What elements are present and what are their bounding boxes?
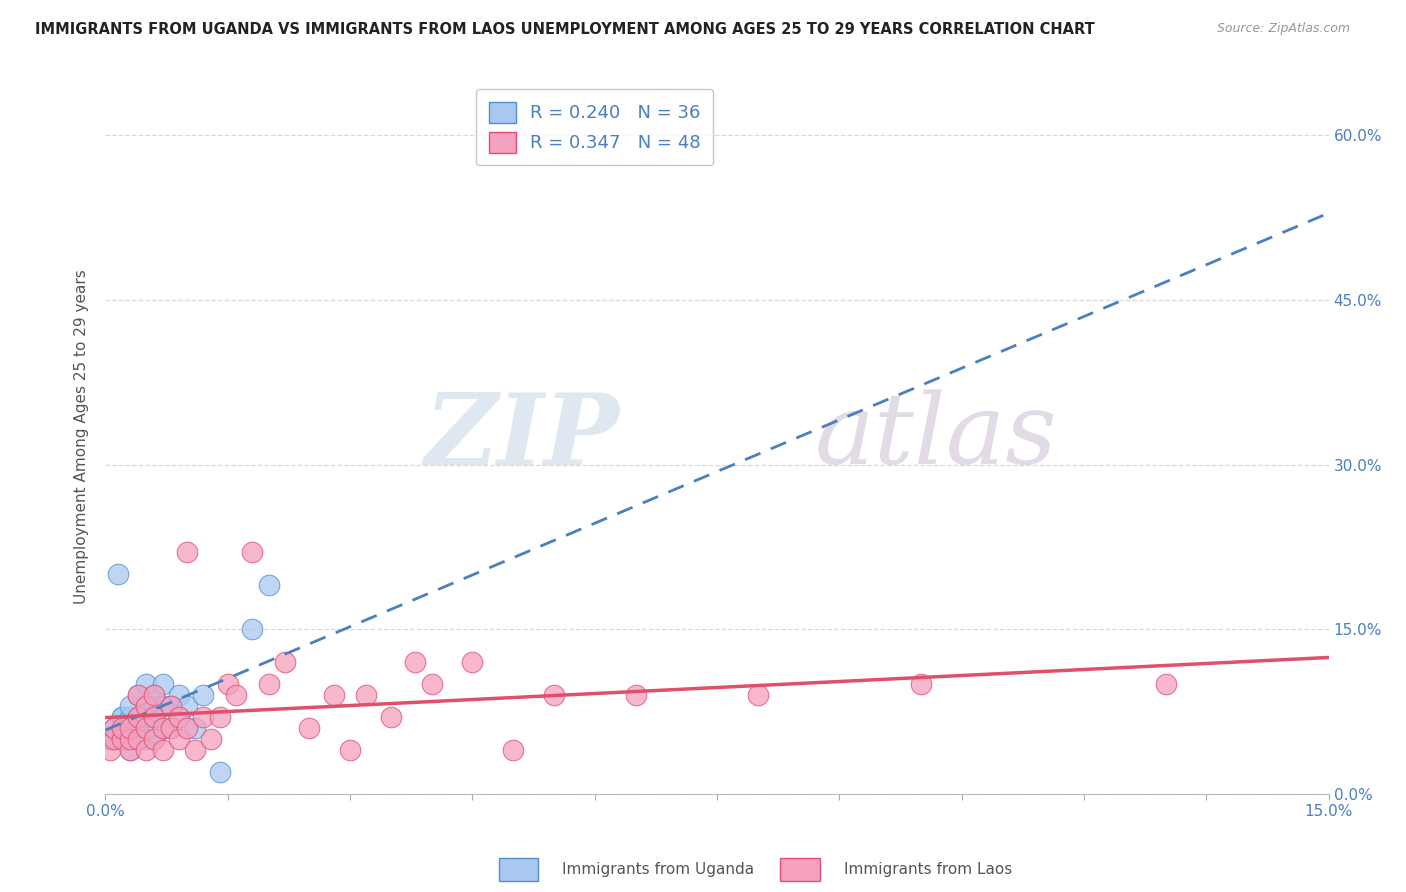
Point [111,710,134,724]
Point [127,731,149,746]
Point [135,710,157,724]
Point [184,721,207,735]
Point [103,731,125,746]
Point [193,688,215,702]
Point [225,688,247,702]
Point [118,721,141,735]
Legend: R = 0.240   N = 36, R = 0.347   N = 48: R = 0.240 N = 36, R = 0.347 N = 48 [477,89,713,165]
Point [167,688,190,702]
Point [461,655,484,669]
Point [118,731,141,746]
Point [103,721,125,735]
Point [159,721,181,735]
Point [257,578,280,592]
Point [143,710,166,724]
Point [127,688,149,702]
Point [111,731,134,746]
Point [624,688,647,702]
Text: ZIP: ZIP [425,389,619,485]
Point [167,710,190,724]
Point [135,731,157,746]
Y-axis label: Unemployment Among Ages 25 to 29 years: Unemployment Among Ages 25 to 29 years [75,269,90,605]
Text: atlas: atlas [815,390,1057,484]
Text: IMMIGRANTS FROM UGANDA VS IMMIGRANTS FROM LAOS UNEMPLOYMENT AMONG AGES 25 TO 29 : IMMIGRANTS FROM UGANDA VS IMMIGRANTS FRO… [35,22,1095,37]
Point [167,731,190,746]
Point [298,721,321,735]
Point [184,743,207,757]
Point [143,710,166,724]
Point [404,655,426,669]
Point [240,622,263,636]
Point [159,699,181,714]
Point [118,721,141,735]
Point [118,743,141,757]
Point [103,731,125,746]
Point [135,721,157,735]
Point [208,710,231,724]
Point [208,764,231,779]
Point [193,710,215,724]
Point [240,545,263,559]
Point [380,710,402,724]
Point [111,721,134,735]
Point [339,743,361,757]
Point [152,743,174,757]
Point [167,710,190,724]
Point [118,743,141,757]
Point [107,567,129,582]
Point [135,699,157,714]
Point [176,545,198,559]
Point [152,677,174,691]
Point [1154,677,1177,691]
Point [420,677,443,691]
Point [111,731,134,746]
Point [143,699,166,714]
Point [200,731,222,746]
Point [356,688,378,702]
Text: Immigrants from Uganda: Immigrants from Uganda [562,863,755,877]
Point [127,710,149,724]
Point [143,731,166,746]
Point [127,688,149,702]
Point [118,710,141,724]
Point [543,688,565,702]
Point [176,721,198,735]
Point [152,699,174,714]
Point [176,699,198,714]
Point [152,721,174,735]
Point [127,710,149,724]
Point [98,743,121,757]
Point [127,731,149,746]
Point [98,731,121,746]
Point [152,721,174,735]
Point [143,731,166,746]
Point [143,688,166,702]
Point [103,721,125,735]
Point [257,677,280,691]
Point [159,721,181,735]
Point [143,688,166,702]
Point [118,699,141,714]
Text: Source: ZipAtlas.com: Source: ZipAtlas.com [1216,22,1350,36]
Point [135,677,157,691]
Point [135,743,157,757]
Point [910,677,932,691]
Point [502,743,524,757]
Point [274,655,297,669]
Point [135,699,157,714]
Point [747,688,769,702]
Point [159,699,181,714]
Point [127,721,149,735]
Text: Immigrants from Laos: Immigrants from Laos [844,863,1012,877]
Point [322,688,344,702]
Point [217,677,239,691]
Point [111,710,134,724]
